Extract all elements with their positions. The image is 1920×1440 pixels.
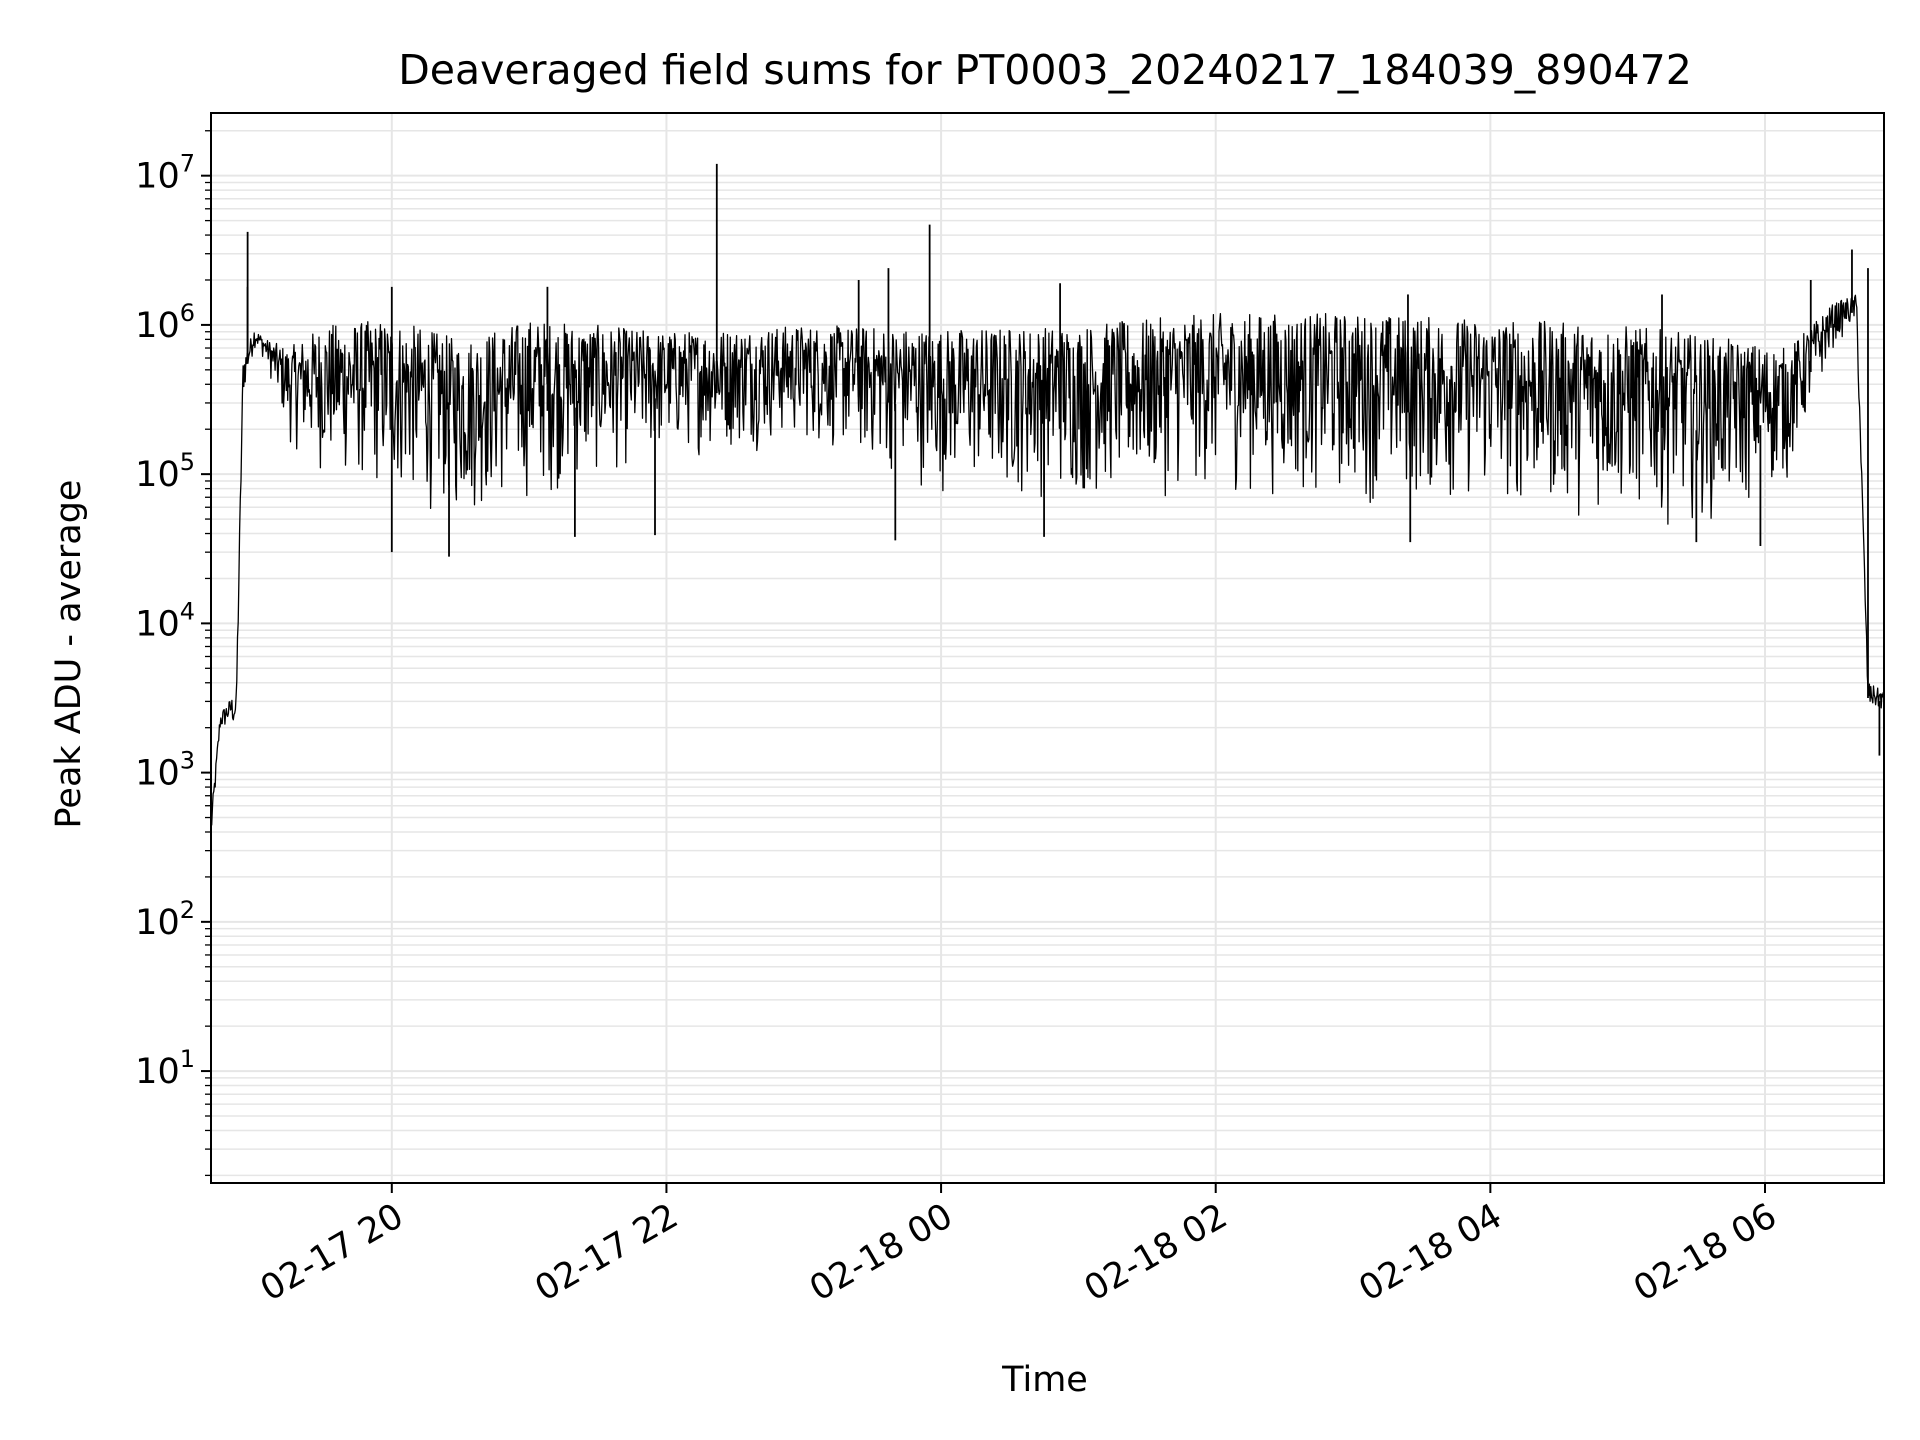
chart-title: Deaveraged field sums for PT0003_2024021… [398, 46, 1692, 94]
y-tick-exponent: 4 [180, 597, 195, 625]
y-tick-base: 10 [135, 604, 180, 644]
y-tick-exponent: 5 [180, 448, 195, 476]
y-tick-base: 10 [135, 157, 180, 197]
y-tick-base: 10 [135, 306, 180, 346]
y-tick-label: 107 [135, 150, 195, 197]
y-tick-exponent: 6 [180, 299, 195, 327]
y-tick-label: 103 [135, 747, 195, 794]
y-tick-label: 106 [135, 299, 195, 346]
y-tick-base: 10 [135, 754, 180, 794]
y-tick-label: 102 [135, 896, 195, 943]
plot-frame [210, 112, 1885, 1184]
y-tick-label: 101 [135, 1045, 195, 1092]
y-tick-base: 10 [135, 903, 180, 943]
y-axis-label: Peak ADU - average [49, 480, 89, 829]
y-tick-exponent: 2 [180, 896, 195, 924]
series-line [210, 294, 1885, 826]
y-tick-exponent: 7 [180, 150, 195, 178]
y-tick-base: 10 [135, 1052, 180, 1092]
y-tick-base: 10 [135, 455, 180, 495]
data-series [210, 163, 1885, 826]
y-tick-label: 105 [135, 448, 195, 495]
y-tick-exponent: 1 [180, 1045, 195, 1073]
x-axis-label: Time [1001, 1360, 1088, 1400]
y-tick-label: 104 [135, 597, 195, 644]
y-tick-exponent: 3 [180, 747, 195, 775]
